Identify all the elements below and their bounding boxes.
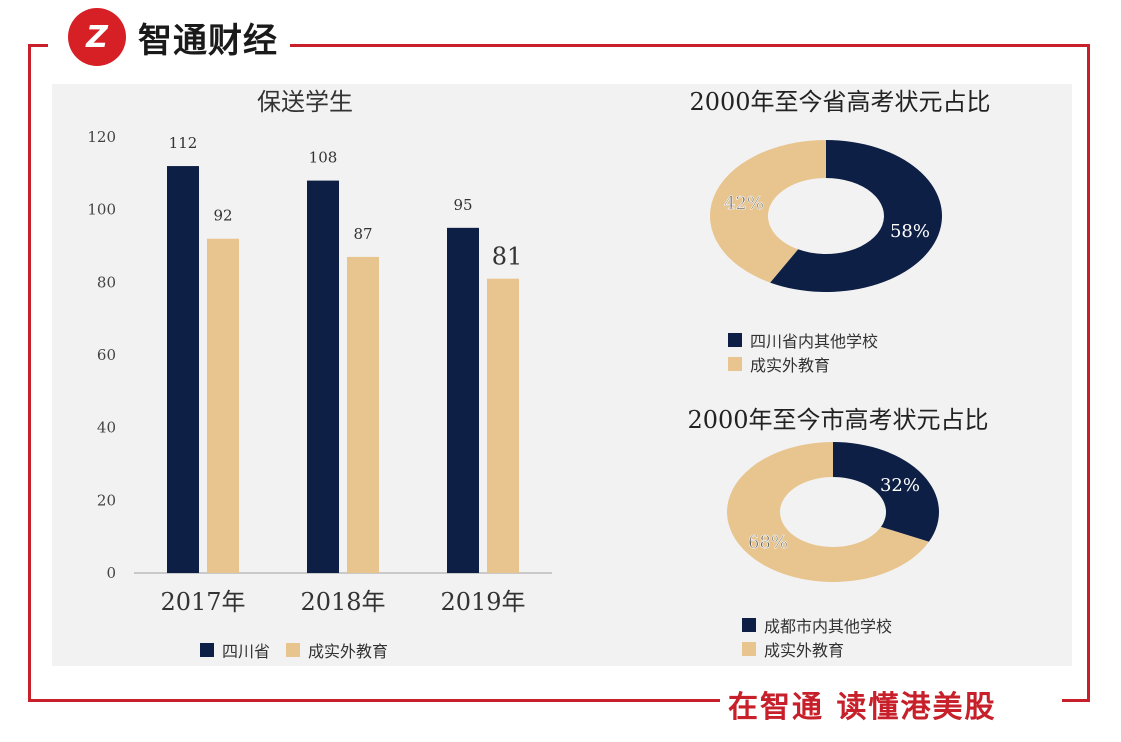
y-tick-label: 100 bbox=[87, 201, 116, 219]
bar-value-label: 87 bbox=[353, 225, 372, 243]
legend-swatch-tan bbox=[742, 642, 756, 656]
frame-right bbox=[1087, 44, 1090, 702]
donut-slice-other-schools bbox=[770, 140, 943, 292]
bar-sichuan bbox=[167, 166, 199, 574]
legend-swatch-navy bbox=[728, 333, 742, 347]
city-legend-label-2: 成实外教育 bbox=[764, 641, 845, 660]
donut-value-label: 58% bbox=[890, 221, 930, 242]
bar-value-label: 92 bbox=[213, 207, 232, 225]
bar-legend-series2: 成实外教育 bbox=[308, 642, 389, 661]
y-tick-label: 0 bbox=[106, 564, 116, 582]
logo-mark-icon: Z bbox=[68, 8, 126, 66]
bar-value-label: 81 bbox=[492, 243, 523, 271]
province-legend-item-1: 四川省内其他学校 bbox=[728, 328, 878, 352]
bar-legend: 四川省 成实外教育 bbox=[200, 638, 388, 662]
frame-top-left bbox=[28, 44, 48, 47]
frame-bottom-right bbox=[1062, 699, 1090, 702]
province-donut-title: 2000年至今省高考状元占比 bbox=[689, 88, 990, 116]
bar-chart-title: 保送学生 bbox=[257, 88, 353, 116]
city-legend-item-1: 成都市内其他学校 bbox=[742, 613, 892, 637]
bar-value-label: 95 bbox=[453, 196, 472, 214]
bar-sichuan bbox=[307, 180, 339, 573]
city-donut-title: 2000年至今市高考状元占比 bbox=[687, 406, 988, 434]
frame-bottom-left bbox=[28, 699, 720, 702]
brand-logo: Z 智通财经 bbox=[68, 8, 278, 66]
bar-chengshiwai bbox=[347, 256, 379, 573]
y-tick-label: 40 bbox=[97, 419, 116, 437]
bar-sichuan bbox=[447, 227, 479, 574]
frame-top-right bbox=[290, 44, 1090, 47]
city-legend-label-1: 成都市内其他学校 bbox=[764, 617, 893, 636]
province-legend-label-2: 成实外教育 bbox=[750, 356, 831, 375]
x-tick-label: 2019年 bbox=[440, 588, 525, 616]
legend-swatch-tan bbox=[286, 643, 301, 657]
donut-slice-chengshiwai bbox=[710, 140, 826, 283]
bar-value-label: 112 bbox=[169, 134, 198, 152]
bar-chengshiwai bbox=[487, 278, 519, 573]
bar-value-label: 108 bbox=[309, 149, 338, 167]
brand-name: 智通财经 bbox=[138, 20, 278, 61]
province-legend-item-2: 成实外教育 bbox=[728, 352, 830, 376]
y-tick-label: 60 bbox=[97, 346, 116, 364]
donut-value-label: 32% bbox=[880, 475, 920, 496]
y-tick-label: 20 bbox=[97, 491, 116, 509]
donut-value-label: 68% bbox=[748, 532, 788, 553]
y-tick-label: 120 bbox=[87, 128, 116, 146]
donut-slice-chengshiwai bbox=[727, 442, 929, 583]
y-tick-label: 80 bbox=[97, 273, 116, 291]
donut-slice-other-schools bbox=[833, 442, 940, 542]
donut-value-label: 42% bbox=[724, 193, 764, 214]
bar-chart: 保送学生 0 20 40 60 80 100 120 112 92 108 87 95 81 2017… bbox=[87, 88, 552, 616]
city-donut-chart: 2000年至今市高考状元占比 32% 68% bbox=[687, 406, 989, 583]
legend-swatch-navy bbox=[200, 643, 214, 657]
x-tick-label: 2018年 bbox=[300, 588, 385, 616]
frame-left bbox=[28, 44, 31, 702]
bar-legend-series1: 四川省 bbox=[222, 642, 271, 661]
footer-slogan: 在智通 读懂港美股 bbox=[728, 690, 997, 725]
legend-swatch-navy bbox=[742, 618, 756, 632]
province-legend-label-1: 四川省内其他学校 bbox=[750, 332, 879, 351]
province-donut-chart: 2000年至今省高考状元占比 58% 42% bbox=[689, 88, 991, 292]
x-tick-label: 2017年 bbox=[160, 588, 245, 616]
bar-chengshiwai bbox=[207, 238, 239, 573]
city-legend-item-2: 成实外教育 bbox=[742, 637, 844, 661]
legend-swatch-tan bbox=[728, 357, 742, 371]
